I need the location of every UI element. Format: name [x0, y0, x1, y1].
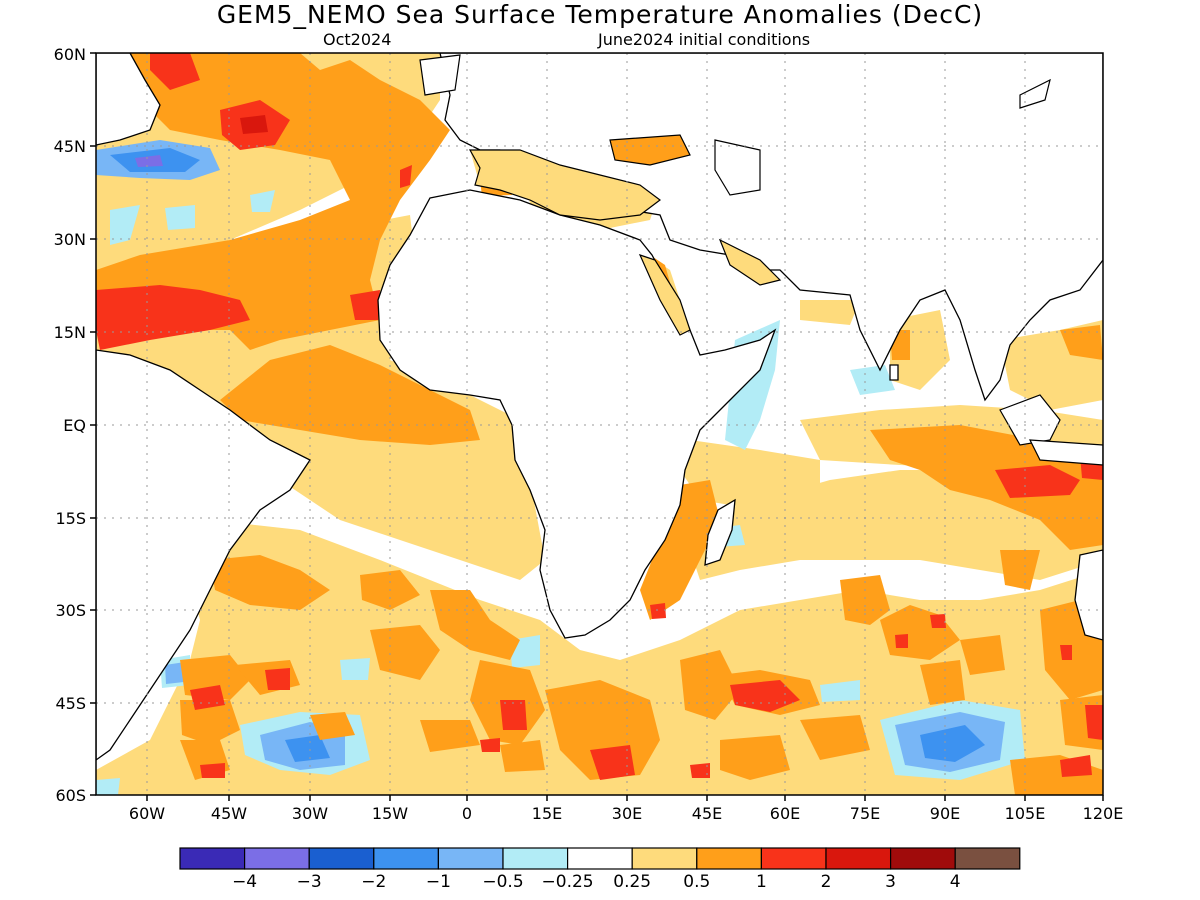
lat-label: 15N — [53, 323, 86, 342]
colorbar-label: 1 — [755, 872, 767, 892]
figure-title: GEM5_NEMO Sea Surface Temperature Anomal… — [216, 0, 984, 29]
lat-label: EQ — [63, 416, 86, 435]
colorbar-swatch — [889, 847, 956, 870]
colorbar-swatch — [566, 847, 633, 870]
lon-label: 30E — [611, 804, 643, 823]
lat-label: 15S — [55, 509, 86, 528]
colorbar-swatch — [502, 847, 569, 870]
map-frame — [90, 52, 1104, 801]
colorbar-label: 0.5 — [683, 872, 711, 892]
lon-label: 60W — [128, 804, 166, 823]
strongest-cool-anomaly — [135, 155, 163, 167]
colorbar-swatch — [179, 847, 246, 870]
lon-label: 45E — [691, 804, 723, 823]
colorbar-label: −0.25 — [541, 872, 594, 892]
lon-label: 15W — [371, 804, 409, 823]
anomaly-field — [96, 53, 1103, 795]
lat-label: 60N — [53, 45, 86, 64]
lon-label: 45W — [210, 804, 248, 823]
lat-label: 45N — [53, 137, 86, 156]
colorbar-label: −4 — [232, 872, 258, 892]
warm-anomalies — [96, 53, 1103, 795]
colorbar-swatch — [760, 847, 827, 870]
colorbar-label: −3 — [296, 872, 322, 892]
colorbar-label: −1 — [425, 872, 451, 892]
lat-label: 30S — [55, 601, 86, 620]
colorbar-label: −2 — [361, 872, 387, 892]
lon-label: 30W — [291, 804, 329, 823]
islands — [419, 54, 1103, 466]
colorbar-swatch — [373, 847, 439, 870]
colorbar-swatch — [954, 847, 1021, 870]
colorbar-swatch — [308, 847, 375, 870]
lon-label: 120E — [1082, 804, 1124, 823]
colorbar-label: 2 — [820, 872, 832, 892]
inland-seas — [468, 134, 782, 336]
colorbar-swatch — [825, 847, 892, 870]
forecast-month: Oct2024 — [323, 30, 392, 49]
lon-label: 60E — [769, 804, 801, 823]
colorbar-swatch — [696, 847, 762, 870]
colorbar-label: −0.5 — [482, 872, 524, 892]
stronger-warm-anomalies — [240, 115, 268, 134]
initial-conditions: June2024 initial conditions — [598, 30, 811, 49]
lon-label: 15E — [531, 804, 563, 823]
colorbar-label: 0.25 — [613, 872, 652, 892]
colorbar-swatch — [244, 847, 310, 870]
lon-label: 0 — [461, 804, 473, 823]
lon-label: 75E — [849, 804, 881, 823]
lon-label: 105E — [1004, 804, 1046, 823]
lon-label: 90E — [929, 804, 961, 823]
colorbar-label: 3 — [885, 872, 896, 892]
colorbar-label: 4 — [949, 872, 961, 892]
colorbar-swatch — [631, 847, 698, 870]
lat-label: 45S — [55, 694, 86, 713]
lat-label: 30N — [53, 230, 86, 249]
lat-label: 60S — [55, 786, 86, 805]
colorbar — [179, 847, 1021, 870]
colorbar-swatch — [437, 847, 504, 870]
